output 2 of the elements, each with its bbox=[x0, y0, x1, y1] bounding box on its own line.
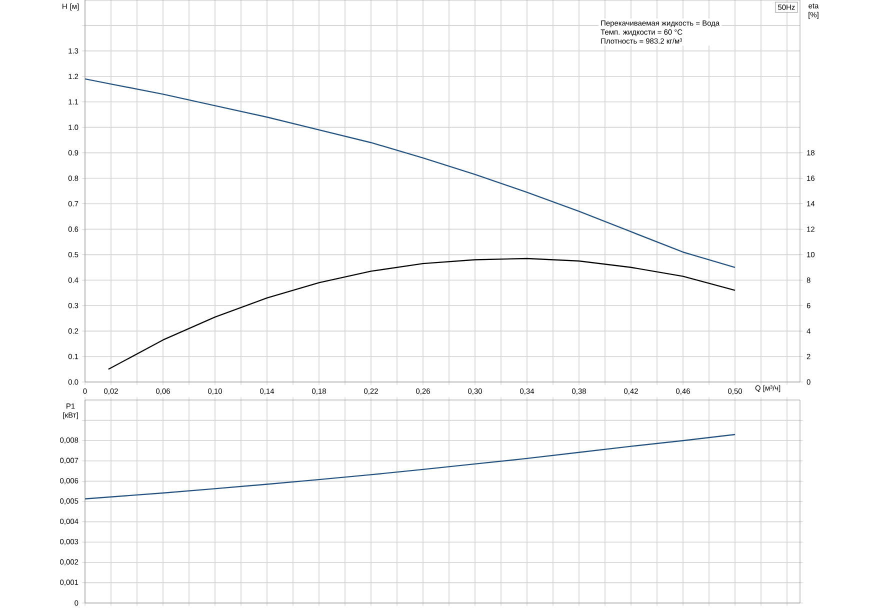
line-series bbox=[85, 434, 736, 500]
line-series bbox=[108, 258, 736, 370]
